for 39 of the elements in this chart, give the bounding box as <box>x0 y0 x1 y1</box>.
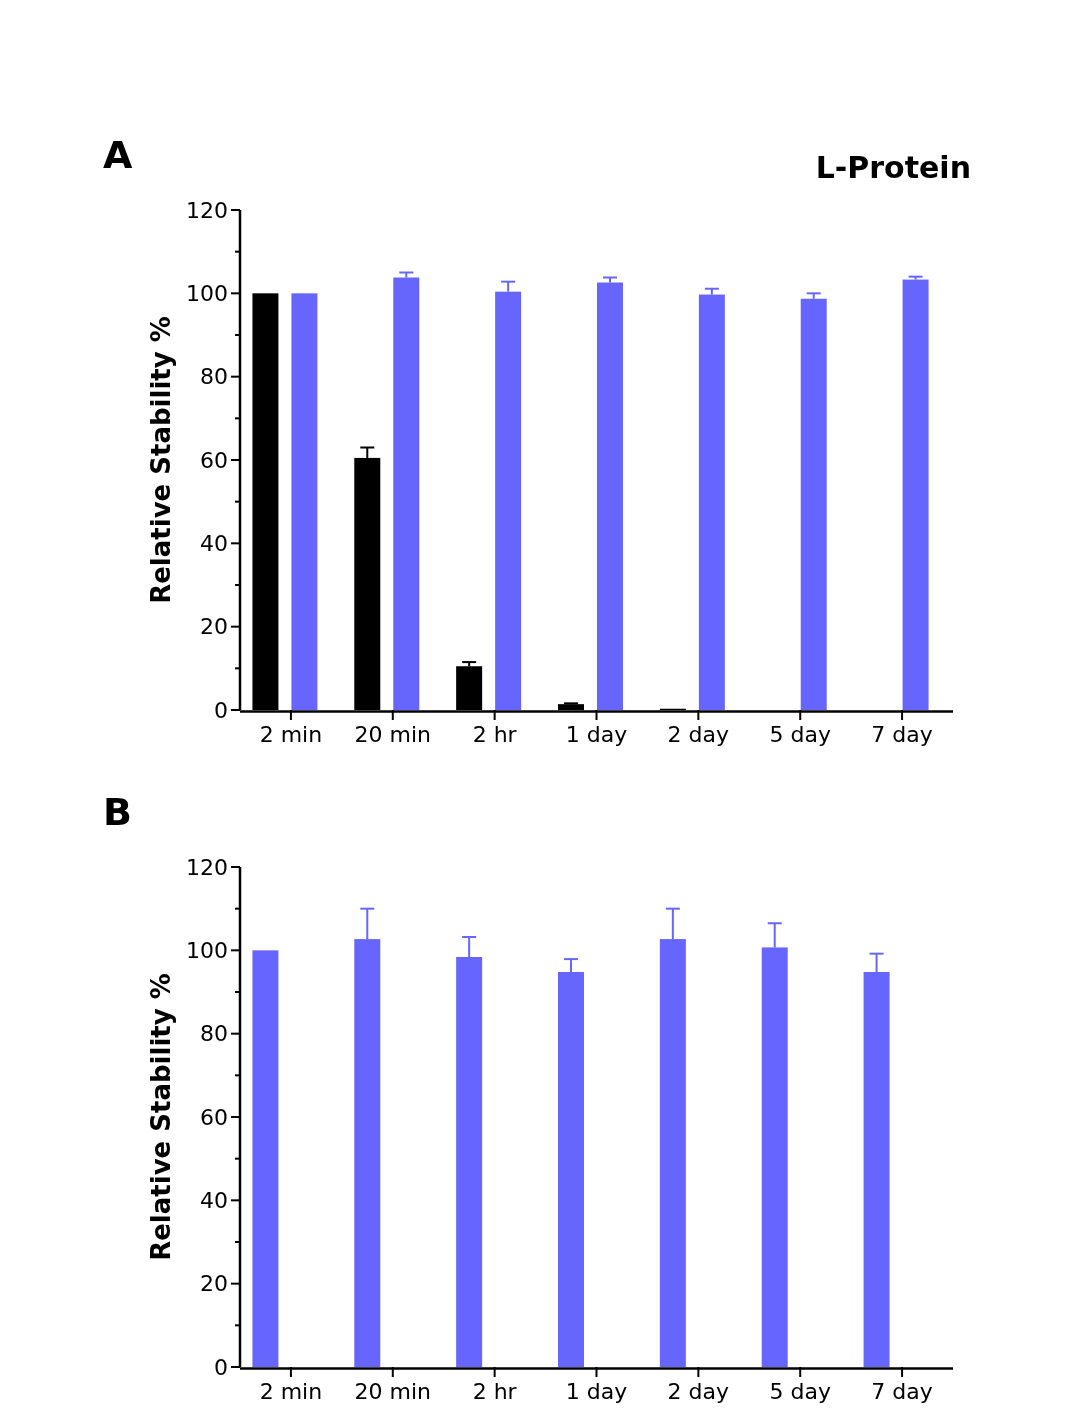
y-tick-label: 0 <box>214 1354 228 1380</box>
x-tick-label: 2 day <box>667 722 730 747</box>
y-tick-label: 100 <box>186 281 228 307</box>
y-tick-label: 80 <box>200 1021 228 1047</box>
y-tick-label: 120 <box>186 197 228 223</box>
y-tick-label: 60 <box>200 1104 228 1130</box>
y-tick-label: 40 <box>200 531 228 557</box>
x-tick-label: 7 day <box>871 1379 933 1404</box>
x-tick-label: 20 min <box>354 1379 432 1404</box>
y-tick-label: 20 <box>200 1271 228 1297</box>
y-tick-label: 40 <box>200 1188 228 1214</box>
bar <box>698 294 725 710</box>
bar <box>800 298 827 710</box>
x-tick-label: 5 day <box>769 1379 831 1404</box>
chart-title: A <box>103 133 133 177</box>
x-tick-label: 1 day <box>565 722 628 747</box>
x-tick-label: 2 min <box>259 722 323 747</box>
y-tick-label: 120 <box>186 854 228 880</box>
y-tick-label: 100 <box>186 938 228 964</box>
text: L-Protein <box>815 150 971 185</box>
y-axis-title: Relative Stability % <box>146 973 176 1261</box>
y-tick-label: 80 <box>200 364 228 390</box>
chart-title: B <box>103 790 132 834</box>
y-tick-label: 0 <box>214 697 228 723</box>
x-tick-label: 2 hr <box>472 1379 518 1404</box>
y-axis-title: Relative Stability % <box>146 316 176 604</box>
bar <box>902 279 929 710</box>
bar <box>597 282 623 710</box>
bar <box>291 293 318 710</box>
x-tick-label: 2 hr <box>472 722 518 747</box>
x-tick-label: 2 min <box>259 1379 323 1404</box>
x-tick-label: 5 day <box>769 722 831 747</box>
x-tick-label: 20 min <box>354 722 432 747</box>
bar <box>393 277 420 710</box>
x-tick-label: 1 day <box>565 1379 628 1404</box>
y-tick-label: 20 <box>200 614 228 640</box>
x-tick-label: 2 day <box>667 1379 730 1404</box>
x-tick-label: 7 day <box>871 722 933 747</box>
y-tick-label: 60 <box>200 447 228 473</box>
